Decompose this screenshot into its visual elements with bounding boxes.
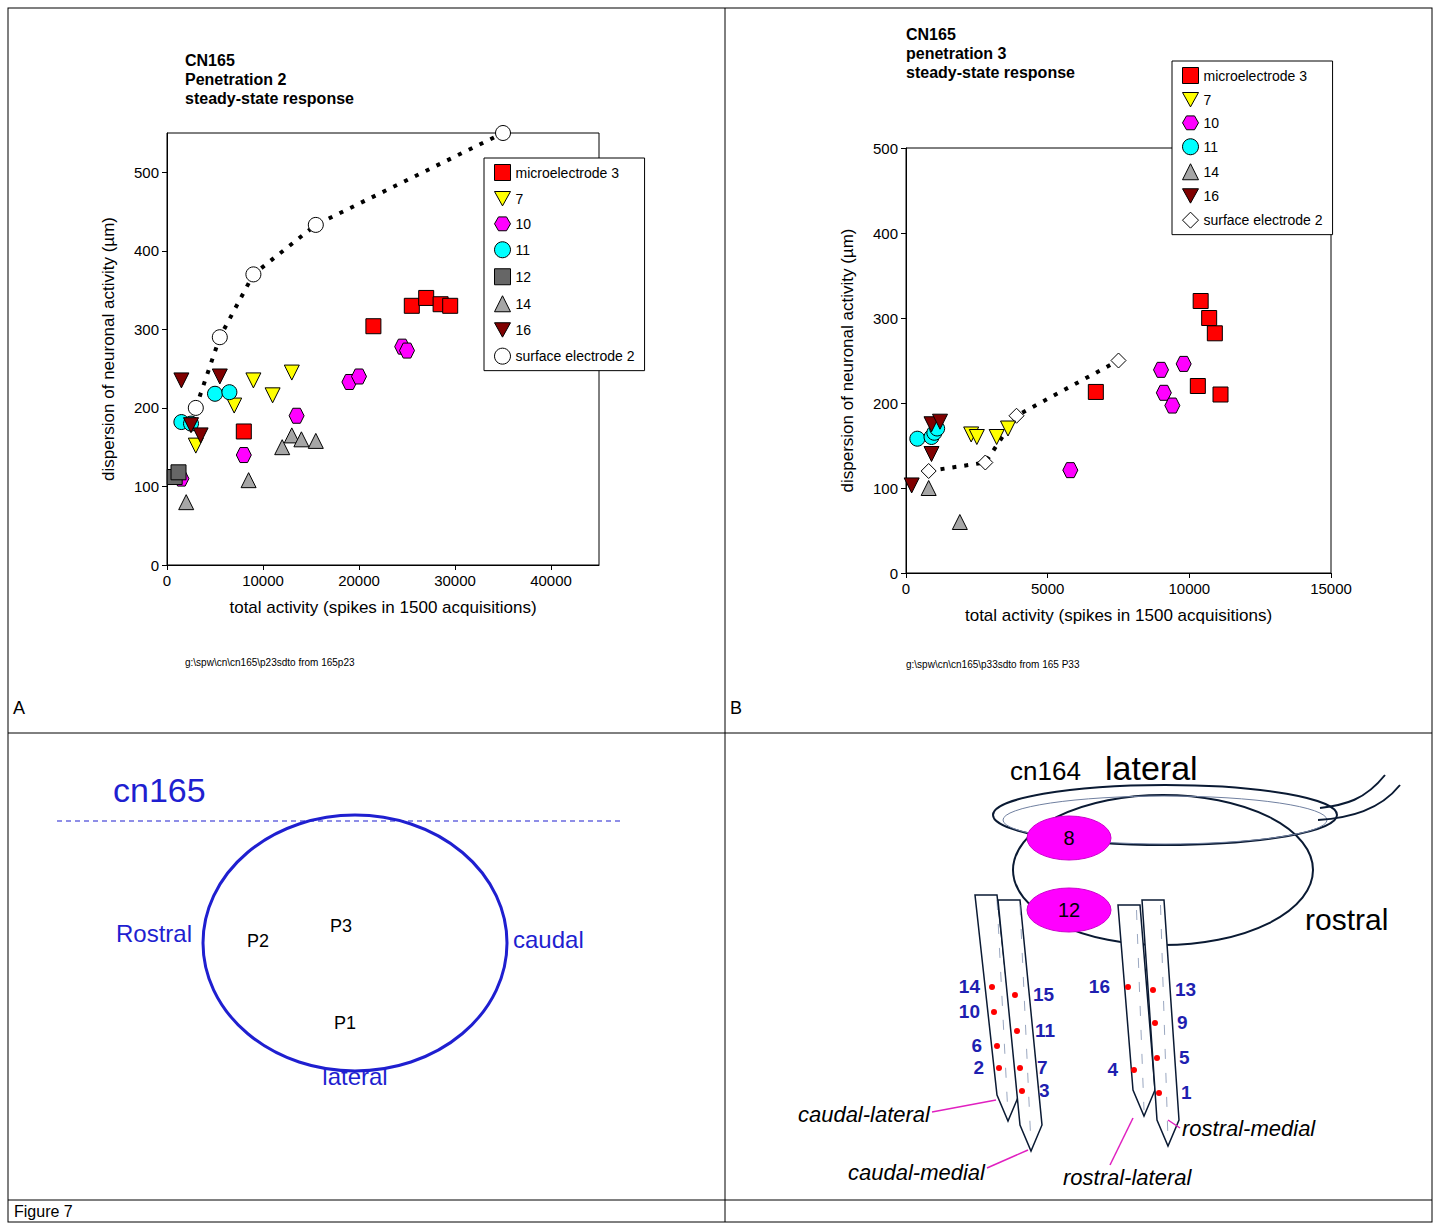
svg-text:5000: 5000 [1031, 580, 1064, 597]
svg-text:10000: 10000 [1168, 580, 1210, 597]
svg-text:cn165: cn165 [113, 771, 206, 809]
svg-text:16: 16 [1204, 188, 1220, 204]
svg-text:7: 7 [1204, 92, 1212, 108]
svg-text:3: 3 [1039, 1080, 1050, 1101]
svg-text:B: B [730, 698, 742, 718]
svg-text:dispersion of neuronal activit: dispersion of neuronal activity (µm) [838, 229, 857, 493]
svg-text:11: 11 [1204, 139, 1219, 155]
svg-text:15000: 15000 [1310, 580, 1352, 597]
svg-text:8: 8 [1063, 827, 1074, 849]
svg-text:400: 400 [873, 225, 898, 242]
svg-text:Penetration 2: Penetration 2 [185, 71, 286, 88]
svg-text:40000: 40000 [530, 572, 572, 589]
svg-text:14: 14 [959, 976, 981, 997]
svg-text:microelectrode 3: microelectrode 3 [516, 165, 620, 181]
svg-text:caudal: caudal [513, 926, 584, 953]
svg-text:rostral: rostral [1305, 903, 1388, 936]
svg-text:microelectrode 3: microelectrode 3 [1204, 68, 1308, 84]
svg-text:0: 0 [902, 580, 910, 597]
svg-text:6: 6 [971, 1035, 982, 1056]
svg-text:12: 12 [516, 269, 532, 285]
svg-text:lateral: lateral [1105, 749, 1198, 787]
svg-text:200: 200 [873, 395, 898, 412]
svg-text:11: 11 [516, 242, 531, 258]
svg-text:penetration 3: penetration 3 [906, 45, 1007, 62]
svg-text:14: 14 [516, 296, 532, 312]
svg-text:2: 2 [973, 1057, 984, 1078]
svg-text:Figure 7: Figure 7 [14, 1203, 73, 1220]
svg-text:1: 1 [1181, 1082, 1192, 1103]
svg-text:caudal-medial: caudal-medial [848, 1160, 986, 1185]
svg-text:500: 500 [134, 164, 159, 181]
svg-text:cn164: cn164 [1010, 756, 1081, 786]
svg-text:10: 10 [959, 1001, 980, 1022]
svg-text:11: 11 [1035, 1020, 1056, 1041]
svg-text:7: 7 [516, 191, 524, 207]
svg-text:CN165: CN165 [906, 26, 956, 43]
svg-text:13: 13 [1175, 979, 1196, 1000]
svg-text:12: 12 [1058, 899, 1080, 921]
svg-text:9: 9 [1177, 1012, 1188, 1033]
svg-text:7: 7 [1037, 1057, 1048, 1078]
svg-text:200: 200 [134, 399, 159, 416]
svg-text:300: 300 [134, 321, 159, 338]
svg-text:16: 16 [516, 322, 532, 338]
svg-text:0: 0 [890, 565, 898, 582]
svg-text:10: 10 [516, 216, 532, 232]
svg-text:100: 100 [873, 480, 898, 497]
svg-text:steady-state response: steady-state response [185, 90, 354, 107]
svg-text:14: 14 [1204, 164, 1220, 180]
svg-text:300: 300 [873, 310, 898, 327]
svg-text:10000: 10000 [242, 572, 284, 589]
svg-text:surface electrode 2: surface electrode 2 [1204, 212, 1323, 228]
svg-text:steady-state response: steady-state response [906, 64, 1075, 81]
svg-text:0: 0 [151, 557, 159, 574]
svg-text:15: 15 [1033, 984, 1055, 1005]
svg-text:16: 16 [1089, 976, 1110, 997]
svg-text:total activity (spikes in 1500: total activity (spikes in 1500 acquisiti… [229, 598, 536, 617]
svg-text:dispersion of neuronal activit: dispersion of neuronal activity (µm) [99, 217, 118, 481]
svg-text:P1: P1 [334, 1013, 356, 1033]
svg-text:P3: P3 [330, 916, 352, 936]
svg-text:caudal-lateral: caudal-lateral [798, 1102, 931, 1127]
svg-text:0: 0 [163, 572, 171, 589]
svg-text:20000: 20000 [338, 572, 380, 589]
svg-text:CN165: CN165 [185, 52, 235, 69]
svg-text:30000: 30000 [434, 572, 476, 589]
svg-text:400: 400 [134, 242, 159, 259]
svg-text:g:\spw\cn\cn165\p33sdto from 1: g:\spw\cn\cn165\p33sdto from 165 P33 [906, 659, 1080, 670]
svg-text:5: 5 [1179, 1047, 1190, 1068]
svg-text:Rostral: Rostral [116, 920, 192, 947]
svg-text:500: 500 [873, 140, 898, 157]
svg-text:100: 100 [134, 478, 159, 495]
svg-text:4: 4 [1107, 1059, 1118, 1080]
svg-text:P2: P2 [247, 931, 269, 951]
svg-text:rostral-medial: rostral-medial [1182, 1116, 1316, 1141]
svg-text:lateral: lateral [322, 1063, 387, 1090]
svg-text:A: A [13, 698, 25, 718]
svg-text:rostral-lateral: rostral-lateral [1063, 1165, 1192, 1190]
svg-text:surface electrode 2: surface electrode 2 [516, 348, 635, 364]
svg-text:total activity (spikes in 1500: total activity (spikes in 1500 acquisiti… [965, 606, 1272, 625]
svg-text:g:\spw\cn\cn165\p23sdto from 1: g:\spw\cn\cn165\p23sdto from 165p23 [185, 657, 355, 668]
svg-text:10: 10 [1204, 115, 1220, 131]
